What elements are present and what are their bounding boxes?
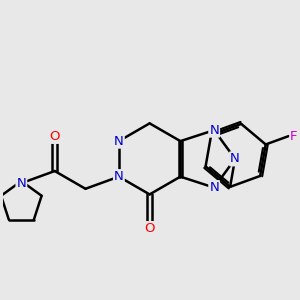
Text: N: N bbox=[16, 177, 26, 190]
Text: F: F bbox=[290, 130, 298, 142]
Text: O: O bbox=[144, 222, 155, 235]
Text: O: O bbox=[50, 130, 60, 143]
Text: N: N bbox=[114, 170, 124, 183]
Text: N: N bbox=[230, 152, 240, 165]
Text: N: N bbox=[114, 135, 124, 148]
Text: N: N bbox=[209, 181, 219, 194]
Text: N: N bbox=[209, 124, 219, 136]
